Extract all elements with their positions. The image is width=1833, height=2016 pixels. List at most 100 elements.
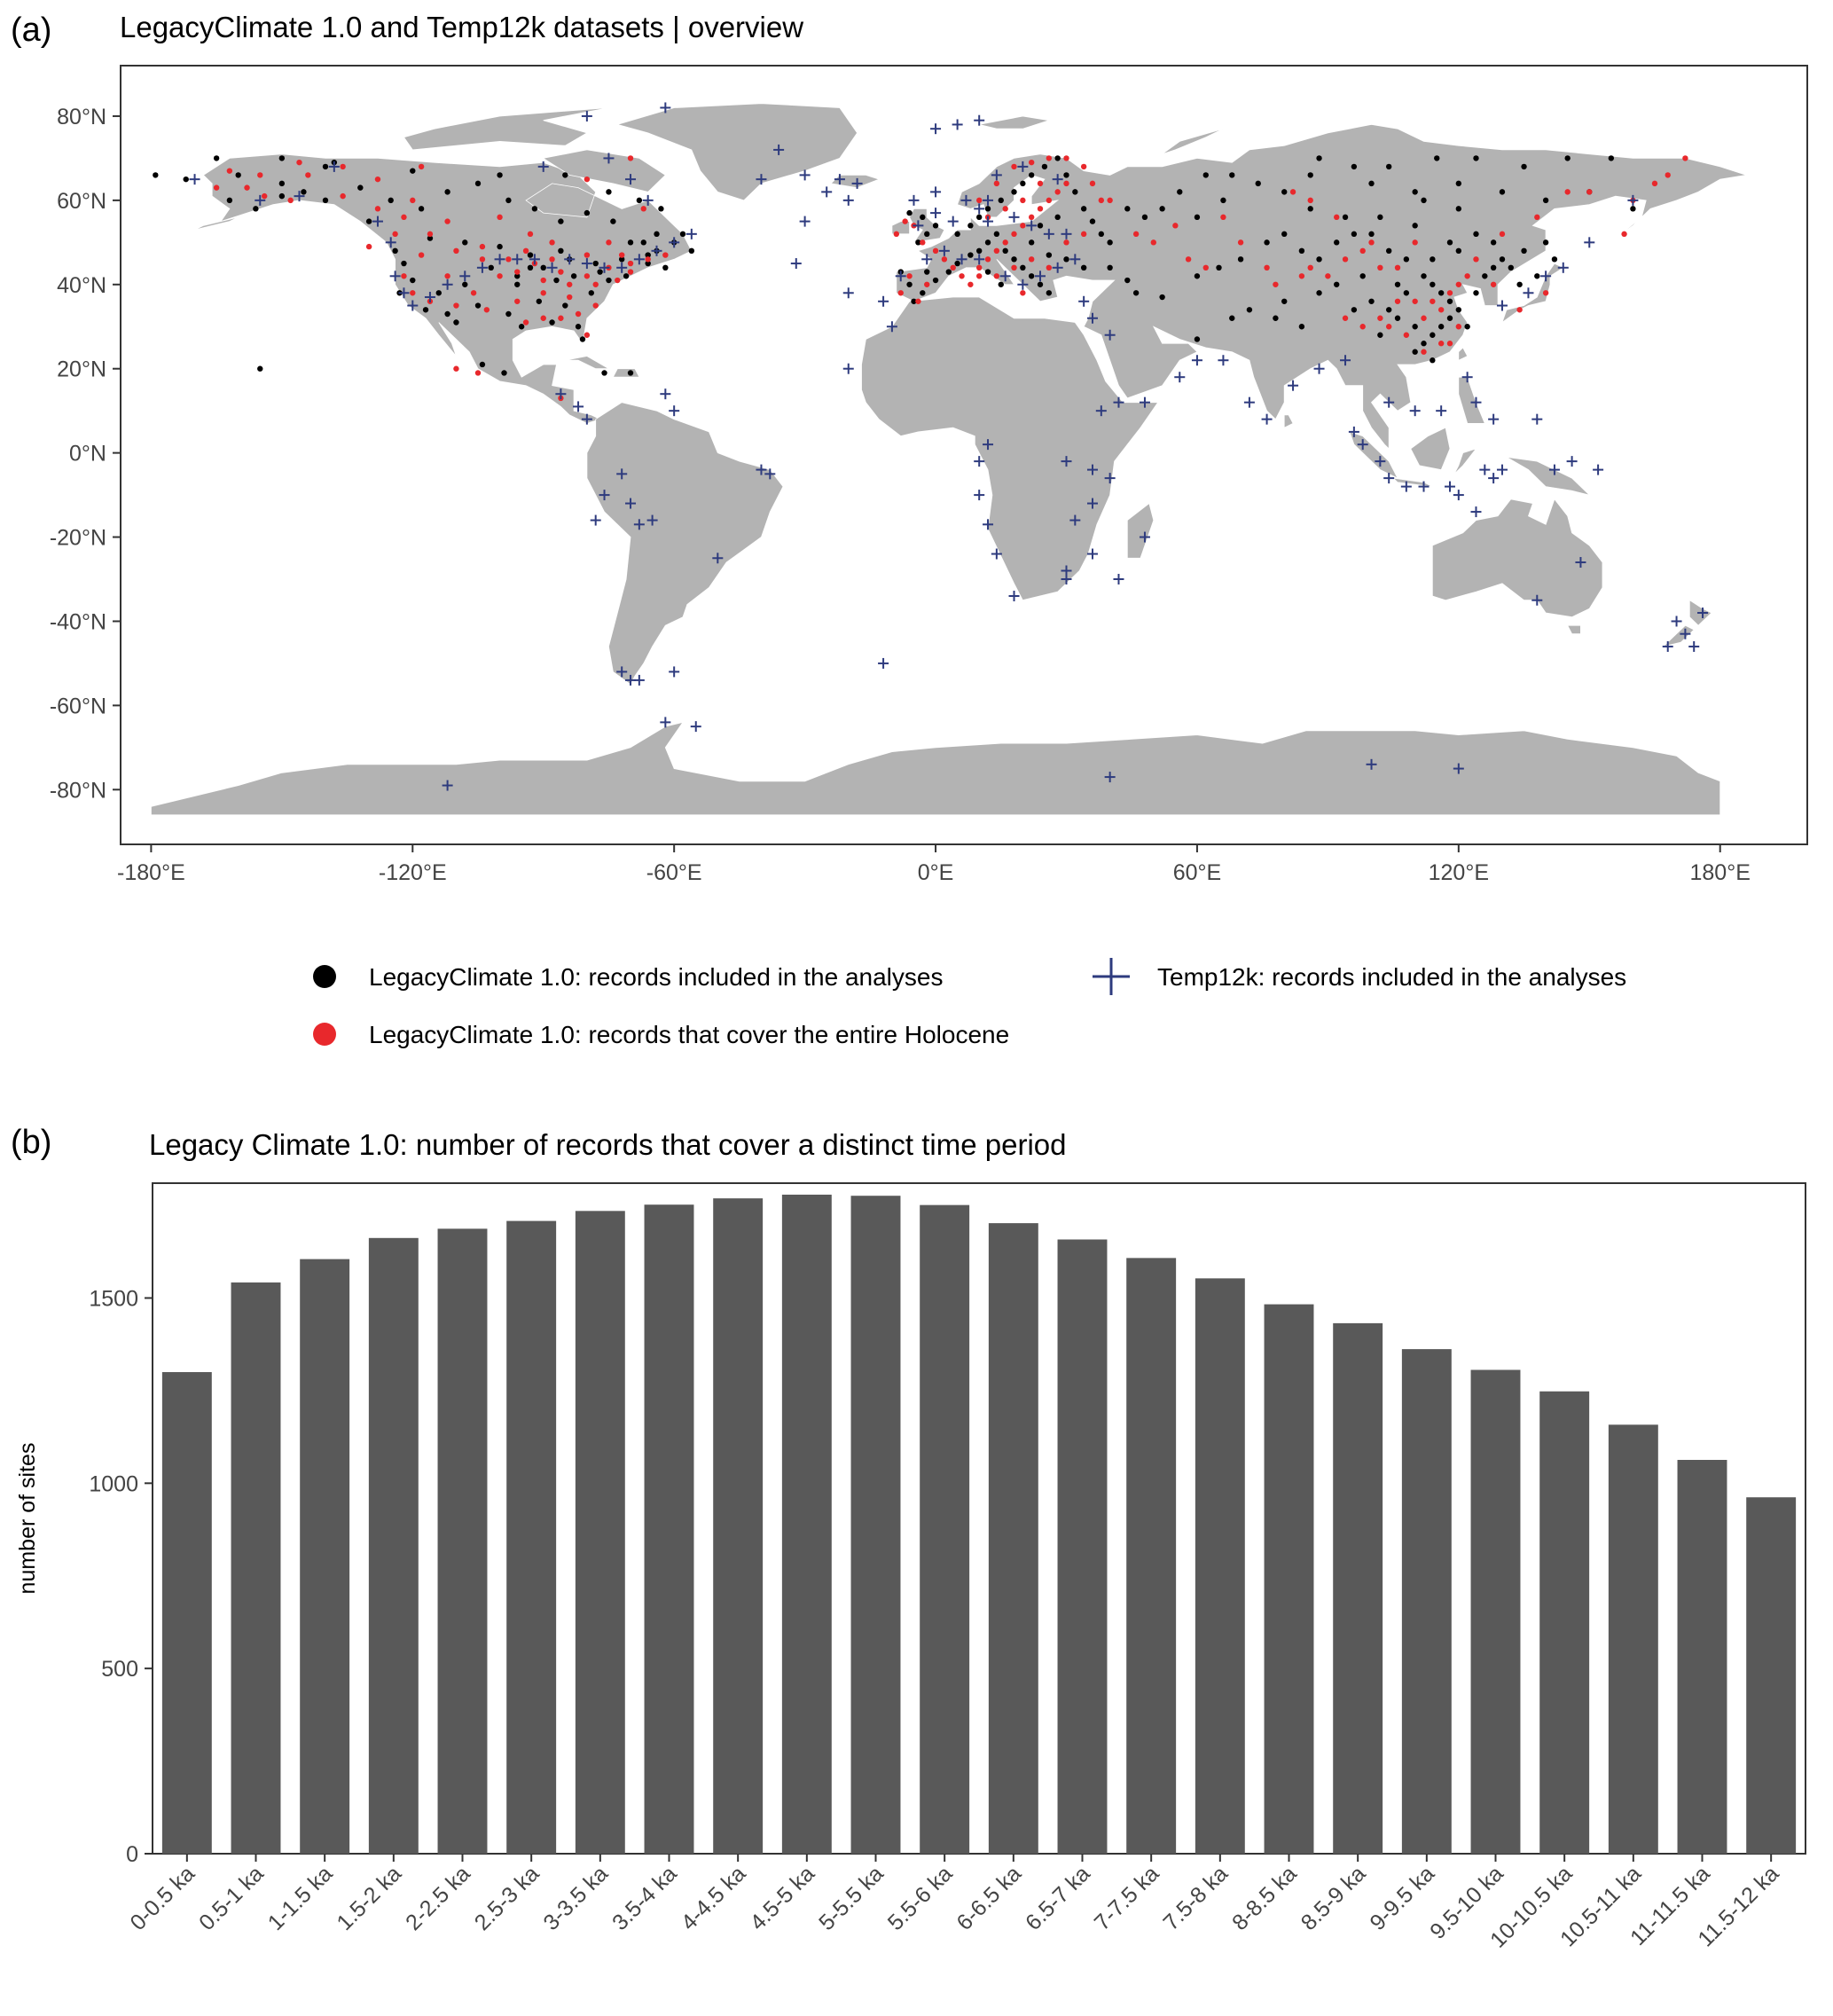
legacy-record-point (1298, 247, 1305, 255)
temp12k-record-point (999, 271, 1011, 282)
temp12k-record-point (529, 254, 540, 265)
legacy-record-point (549, 319, 555, 326)
legacy-record-point (1089, 218, 1096, 224)
legacy-record-point (954, 260, 960, 267)
temp12k-record-point (1052, 262, 1063, 273)
temp12k-record-point (603, 153, 615, 164)
temp12k-record-point (1340, 355, 1351, 366)
temp12k-record-point (660, 102, 671, 114)
holocene-record-point (1377, 315, 1383, 321)
legacy-record-point (401, 260, 407, 267)
panel-a-tag: (a) (11, 12, 51, 49)
legacy-record-point (993, 231, 1000, 238)
holocene-record-point (1037, 180, 1044, 187)
temp12k-record-point (1662, 640, 1673, 652)
legacy-record-point (474, 302, 482, 309)
temp12k-record-point (1008, 211, 1020, 223)
holocene-record-point (305, 172, 311, 178)
temp12k-record-point (599, 490, 610, 501)
holocene-record-point (567, 281, 573, 287)
holocene-record-point (924, 281, 930, 287)
holocene-record-point (522, 319, 529, 326)
holocene-record-point (1046, 264, 1053, 271)
temp12k-record-point (1086, 464, 1098, 475)
x-tick-label: 7-7.5 ka (1090, 1861, 1164, 1935)
legacy-record-point (1412, 189, 1418, 195)
legacy-record-point (1412, 324, 1418, 330)
legacy-record-point (444, 310, 450, 318)
temp12k-record-point (1366, 758, 1377, 770)
legacy-record-point (278, 180, 286, 187)
holocene-record-point (1325, 273, 1331, 279)
temp12k-record-point (1453, 490, 1464, 501)
x-tick-label: 6-6.5 ka (952, 1861, 1026, 1935)
holocene-record-point (592, 302, 599, 309)
holocene-record-point (915, 298, 921, 304)
legacy-record-point (1124, 277, 1131, 284)
temp12k-record-point (790, 258, 802, 270)
legacy-record-point (1141, 214, 1148, 221)
temp12k-record-point (616, 666, 628, 678)
temp12k-record-point (938, 245, 950, 256)
legacy-record-point (518, 324, 525, 330)
temp12k-record-point (494, 254, 505, 265)
map-plot: 80°N60°N40°N20°N0°N-20°N-40°N-60°N-80°N … (50, 65, 1808, 885)
legacy-record-point (505, 310, 512, 318)
legacy-record-point (514, 273, 521, 279)
holocene-record-point (1665, 172, 1671, 178)
temp12k-record-point (660, 717, 671, 728)
temp12k-record-point (581, 110, 592, 122)
temp12k-record-point (1104, 329, 1116, 341)
holocene-record-point (226, 168, 233, 174)
temp12k-record-point (799, 216, 811, 227)
temp12k-record-point (1593, 464, 1604, 475)
legacy-record-point (1368, 180, 1375, 187)
temp12k-record-point (1139, 396, 1150, 408)
holocene-record-point (1046, 197, 1053, 204)
legacy-record-point (640, 239, 646, 246)
legacy-record-point (1216, 264, 1222, 271)
legacy-record-point (1334, 281, 1340, 287)
legacy-record-point (1054, 155, 1061, 161)
lat-tick-label: -40°N (50, 609, 106, 634)
temp12k-record-point (1680, 628, 1691, 639)
temp12k-record-point (974, 456, 985, 467)
legacy-record-point (1455, 180, 1462, 187)
temp12k-record-point (1288, 380, 1299, 391)
temp12k-record-point (1017, 278, 1029, 290)
legacy-record-point (1342, 214, 1349, 221)
holocene-record-point (1132, 231, 1140, 238)
temp12k-record-point (633, 519, 645, 530)
holocene-record-point (261, 192, 268, 200)
holocene-record-point (444, 273, 450, 279)
legacy-record-point (662, 264, 669, 271)
temp12k-record-point (1104, 772, 1116, 783)
legacy-record-point (984, 269, 991, 275)
holocene-record-point (967, 281, 974, 287)
holocene-record-point (1273, 281, 1279, 287)
temp12k-record-point (1383, 473, 1395, 484)
temp12k-record-point (974, 114, 985, 126)
holocene-record-point (1385, 324, 1392, 330)
bar (1401, 1349, 1452, 1854)
holocene-record-point (365, 243, 372, 250)
holocene-record-point (244, 184, 250, 191)
bar (231, 1282, 281, 1854)
holocene-record-point (453, 302, 459, 309)
holocene-record-point (401, 273, 407, 279)
y-tick-label: 1500 (89, 1286, 138, 1311)
land-sumatra (1349, 431, 1398, 479)
legacy-record-point (1368, 231, 1375, 238)
map-legend: LegacyClimate 1.0: records included in t… (313, 958, 1626, 1048)
holocene-record-point (584, 252, 591, 258)
land-south-america (586, 402, 784, 686)
holocene-record-point (340, 163, 346, 170)
holocene-record-point (1011, 264, 1017, 271)
holocene-record-point (1307, 264, 1313, 271)
temp12k-record-point (442, 278, 453, 290)
legacy-record-point (1446, 298, 1453, 304)
holocene-record-point (1446, 341, 1453, 347)
holocene-record-point (1437, 307, 1445, 313)
legacy-record-point (505, 197, 512, 204)
holocene-record-point (527, 231, 534, 238)
